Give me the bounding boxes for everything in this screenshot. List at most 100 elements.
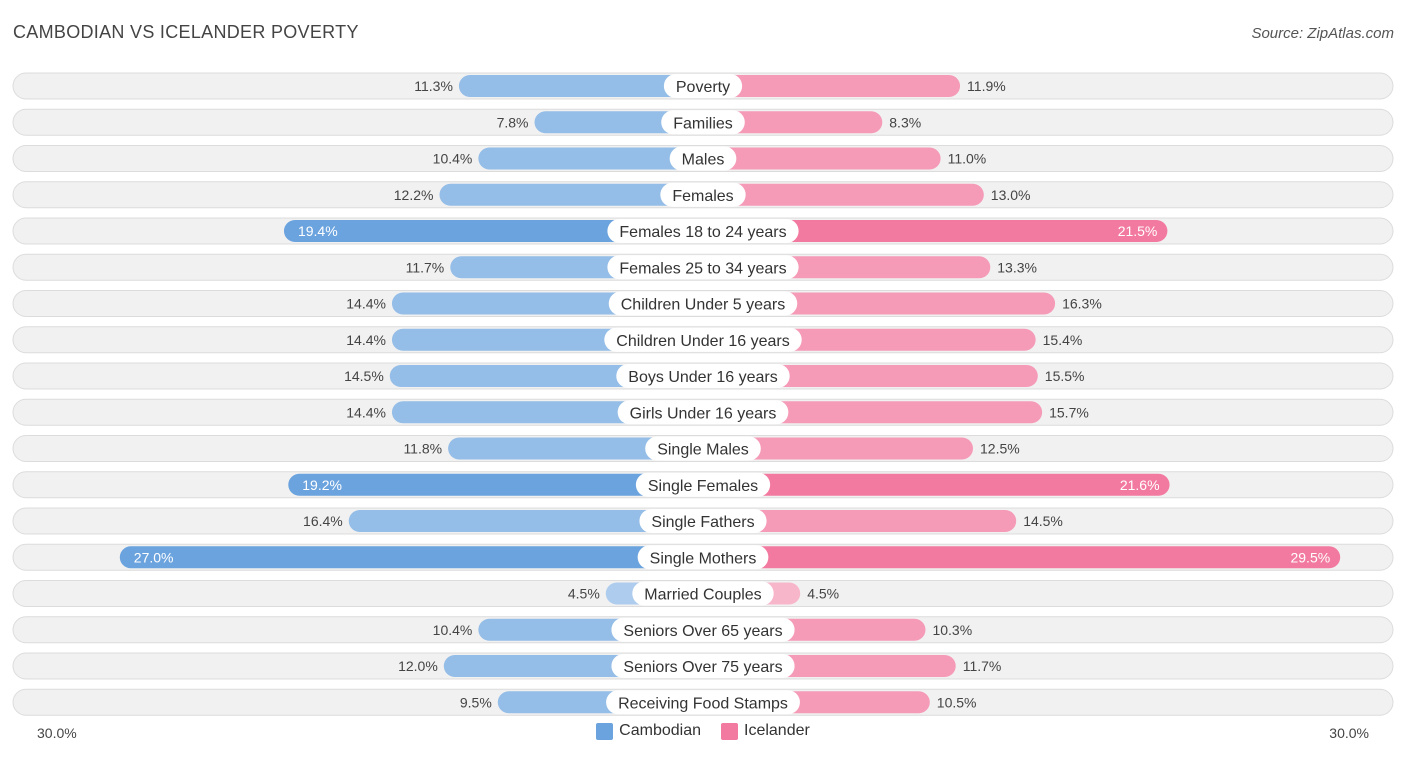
value-label-cambodian: 10.4% xyxy=(433,622,473,638)
chart-row[interactable]: 14.4% 15.4% Children Under 16 years xyxy=(12,326,1394,354)
chart-row[interactable]: 12.0% 11.7% Seniors Over 75 years xyxy=(12,652,1394,680)
value-label-cambodian: 14.4% xyxy=(346,296,386,312)
bar-cambodian xyxy=(458,75,703,97)
value-label-icelander: 13.0% xyxy=(991,187,1031,203)
chart-row[interactable]: 10.4% 11.0% Males xyxy=(12,145,1394,172)
value-label-icelander: 11.7% xyxy=(963,658,1002,674)
value-label-cambodian: 27.0% xyxy=(134,549,174,565)
chart-row[interactable]: 16.4% 14.5% Single Fathers xyxy=(12,507,1394,535)
value-label-cambodian: 16.4% xyxy=(303,513,343,529)
category-label: Females 25 to 34 years xyxy=(619,260,786,277)
bar-icelander xyxy=(703,546,1341,569)
bar-cambodian xyxy=(348,510,703,532)
value-label-cambodian: 12.2% xyxy=(394,187,434,203)
chart-row[interactable]: 11.8% 12.5% Single Males xyxy=(12,435,1394,462)
category-label: Receiving Food Stamps xyxy=(618,695,788,712)
bar-icelander xyxy=(703,183,984,206)
legend: Cambodian Icelander xyxy=(0,722,1406,740)
legend-label-icelander: Icelander xyxy=(744,722,810,739)
legend-swatch-cambodian xyxy=(596,722,614,740)
chart-row[interactable]: 19.4% 21.5% Females 18 to 24 years xyxy=(12,217,1394,245)
category-pill xyxy=(608,291,798,316)
bar-cambodian xyxy=(283,220,703,242)
value-label-cambodian: 14.4% xyxy=(346,404,386,420)
chart-title: CAMBODIAN VS ICELANDER POVERTY xyxy=(13,22,359,42)
chart-row[interactable]: 10.4% 10.3% Seniors Over 65 years xyxy=(12,616,1394,644)
value-label-cambodian: 9.5% xyxy=(460,694,492,710)
value-label-cambodian: 19.2% xyxy=(302,477,342,493)
category-pill xyxy=(632,581,774,606)
category-label: Males xyxy=(682,152,725,169)
legend-item-cambodian[interactable]: Cambodian xyxy=(596,722,701,740)
category-label: Seniors Over 65 years xyxy=(623,623,782,640)
category-label: Females 18 to 24 years xyxy=(619,224,786,241)
chart-row[interactable]: 11.3% 11.9% Poverty xyxy=(12,72,1394,100)
category-label: Females xyxy=(672,188,733,205)
chart-row[interactable]: 9.5% 10.5% Receiving Food Stamps xyxy=(12,688,1394,716)
value-label-icelander: 8.3% xyxy=(889,114,921,130)
bar-icelander xyxy=(703,510,1017,532)
value-label-icelander: 10.5% xyxy=(937,694,977,710)
value-label-icelander: 15.4% xyxy=(1043,332,1083,348)
category-pill xyxy=(607,255,799,280)
bar-icelander xyxy=(703,147,941,170)
chart-row[interactable]: 19.2% 21.6% Single Females xyxy=(12,471,1394,499)
bar-icelander xyxy=(703,473,1170,496)
chart-row[interactable]: 27.0% 29.5% Single Mothers xyxy=(12,543,1394,571)
value-label-cambodian: 12.0% xyxy=(398,658,438,674)
value-label-icelander: 21.6% xyxy=(1120,477,1160,493)
category-label: Girls Under 16 years xyxy=(630,405,777,422)
category-label: Children Under 16 years xyxy=(616,333,789,350)
value-label-cambodian: 14.5% xyxy=(344,368,384,384)
category-pill xyxy=(663,74,743,98)
axis-right-label: 30.0% xyxy=(1329,725,1369,741)
value-label-icelander: 11.0% xyxy=(948,151,987,167)
bar-chart: 11.3% 11.9% Poverty 7.8% 8.3% Families 10.4% 11… xyxy=(12,72,1394,716)
source-attribution: Source: ZipAtlas.com xyxy=(1251,25,1394,42)
value-label-cambodian: 4.5% xyxy=(568,586,600,602)
bar-icelander xyxy=(703,437,973,460)
chart-row[interactable]: 11.7% 13.3% Females 25 to 34 years xyxy=(12,253,1394,281)
chart-row[interactable]: 4.5% 4.5% Married Couples xyxy=(12,580,1394,607)
axis-left-label: 30.0% xyxy=(37,725,77,741)
legend-item-icelander[interactable]: Icelander xyxy=(721,722,810,740)
chart-row[interactable]: 14.4% 15.7% Girls Under 16 years xyxy=(12,398,1394,426)
value-label-cambodian: 11.8% xyxy=(403,441,442,457)
category-label: Children Under 5 years xyxy=(621,297,786,314)
category-label: Families xyxy=(673,115,733,132)
value-label-icelander: 10.3% xyxy=(932,622,972,638)
category-label: Poverty xyxy=(676,79,730,96)
bar-cambodian xyxy=(448,437,703,460)
chart-row[interactable]: 14.5% 15.5% Boys Under 16 years xyxy=(12,362,1394,390)
bar-icelander xyxy=(703,401,1043,424)
value-label-icelander: 14.5% xyxy=(1023,513,1063,529)
category-pill xyxy=(635,472,771,497)
category-label: Single Females xyxy=(648,478,758,495)
chart-row[interactable]: 12.2% 13.0% Females xyxy=(12,181,1394,209)
bar-cambodian xyxy=(478,147,703,170)
chart-row[interactable]: 7.8% 8.3% Families xyxy=(12,108,1394,136)
category-pill xyxy=(637,545,769,570)
category-label: Single Males xyxy=(657,442,749,459)
category-pill xyxy=(639,509,767,533)
value-label-cambodian: 10.4% xyxy=(433,151,473,167)
bar-icelander xyxy=(703,220,1168,242)
value-label-icelander: 21.5% xyxy=(1118,223,1158,239)
category-pill xyxy=(617,400,789,425)
value-label-icelander: 12.5% xyxy=(980,441,1020,457)
category-pill xyxy=(616,364,790,388)
category-pill xyxy=(606,690,800,715)
value-label-cambodian: 14.4% xyxy=(346,332,386,348)
value-label-cambodian: 11.7% xyxy=(406,259,445,275)
category-label: Boys Under 16 years xyxy=(628,369,777,386)
category-label: Married Couples xyxy=(644,587,761,604)
value-label-cambodian: 11.3% xyxy=(414,78,453,94)
bar-icelander xyxy=(703,75,961,97)
category-pill xyxy=(661,110,745,135)
chart-rows: 11.3% 11.9% Poverty 7.8% 8.3% Families 10.4% 11… xyxy=(12,72,1394,716)
value-label-icelander: 15.7% xyxy=(1049,404,1089,420)
chart-row[interactable]: 14.4% 16.3% Children Under 5 years xyxy=(12,290,1394,317)
bar-cambodian xyxy=(119,546,704,569)
value-label-icelander: 13.3% xyxy=(997,259,1037,275)
category-label: Seniors Over 75 years xyxy=(623,659,782,676)
